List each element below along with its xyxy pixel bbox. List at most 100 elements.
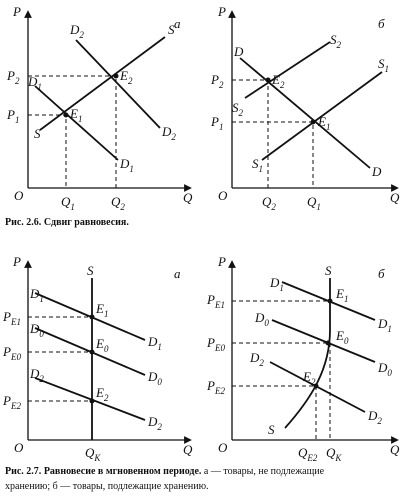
point (327, 298, 333, 304)
curve-label: P1 (210, 114, 223, 132)
label-main: Q (326, 445, 336, 460)
label-main: Q (85, 445, 95, 460)
label-main: S (378, 56, 385, 71)
guide-lines (232, 79, 314, 188)
label-main: S (232, 100, 239, 115)
label-sub: 1 (259, 164, 264, 174)
label-main: D (233, 44, 244, 59)
axis-label: P (12, 4, 21, 19)
label-main: S (252, 156, 259, 171)
label-main: D (147, 334, 158, 349)
curve-label: D1 (147, 334, 162, 352)
origin-label: O (218, 188, 228, 203)
curve-label: D2 (147, 414, 162, 432)
label-sub: 1 (387, 324, 392, 334)
label-main: S (34, 126, 41, 141)
label-sub: 2 (79, 30, 84, 40)
label-sub: 1 (129, 164, 134, 174)
demand-line (34, 85, 119, 161)
label-main: P (6, 107, 15, 122)
guide-lines (28, 316, 92, 402)
label-main: E (271, 72, 280, 87)
label-sub: 2 (377, 416, 382, 426)
curve-label: D1 (119, 156, 134, 174)
axis-label: P (217, 254, 226, 269)
origin-label: O (14, 440, 24, 455)
label-main: E (317, 114, 326, 129)
label-main: E (119, 68, 128, 83)
label-main: D (269, 275, 280, 290)
label-main: E (95, 301, 104, 316)
caption-number: Рис. 2.7. (5, 466, 42, 477)
axis-label: Q (183, 190, 193, 205)
curve-label: E2 (119, 68, 133, 86)
label-sub: 2 (311, 377, 316, 387)
label-main: E (95, 385, 104, 400)
curve-label: PE2 (206, 378, 225, 396)
label-sub: 0 (387, 368, 392, 378)
label-sub: 2 (280, 80, 285, 90)
point (310, 119, 316, 125)
point (63, 112, 69, 118)
curve-label: D2 (161, 124, 176, 142)
label-sub: K (93, 453, 101, 463)
label-sub: 1 (37, 82, 42, 92)
curve-label: D1 (269, 275, 284, 293)
curve-label: Q2 (111, 194, 125, 212)
panel-letter: а (174, 16, 181, 31)
curve-label: E2 (302, 369, 316, 387)
curve-label: E0 (95, 336, 109, 354)
curve-label: D0 (254, 310, 269, 328)
caption-title: Равновесие в мгновенном периоде. (44, 466, 202, 477)
label-main: E (95, 336, 104, 351)
label-main: D (119, 156, 130, 171)
label-sub: 1 (157, 342, 162, 352)
curve-label: D2 (249, 350, 264, 368)
label-sub: E1 (10, 317, 21, 327)
label-sub: 2 (120, 202, 125, 212)
curve-label: D0 (147, 369, 162, 387)
label-sub: 2 (219, 80, 224, 90)
label-sub: 1 (279, 283, 284, 293)
label-sub: E2 (10, 401, 21, 411)
caption-line: хранению; б — товары, подлежащие хранени… (5, 481, 209, 492)
caption: Рис. 2.7. Равновесие в мгновенном период… (5, 466, 325, 477)
label-main: E (69, 106, 78, 121)
label-main: P (6, 68, 15, 83)
supply-curve (284, 278, 331, 429)
label-sub: 2 (15, 76, 20, 86)
point (89, 314, 95, 320)
label-sub: 2 (259, 358, 264, 368)
axis-label: Q (390, 190, 400, 205)
curve-label: Q2 (262, 194, 276, 212)
curve-label: D0 (29, 321, 44, 339)
panel-shapes (24, 10, 192, 192)
label-main: D (147, 369, 158, 384)
label-main: S (268, 422, 275, 437)
point (89, 349, 95, 355)
axis-label: P (12, 254, 21, 269)
curve-label: S (34, 126, 41, 141)
label-main: S (325, 263, 332, 278)
origin-label: O (14, 188, 24, 203)
demand-line (75, 39, 161, 129)
curve-label: P2 (6, 68, 20, 86)
curve-label: D1 (29, 286, 44, 304)
point (325, 340, 331, 346)
label-main: D (371, 164, 382, 179)
label-sub: 0 (39, 329, 44, 339)
panel-letter: б (378, 16, 385, 31)
label-main: E (302, 369, 311, 384)
demand-line (271, 319, 376, 363)
curve-label: D1 (377, 316, 392, 334)
point (265, 77, 271, 83)
caption-number: Рис. 2.6. (5, 217, 42, 228)
guide-lines (232, 300, 331, 440)
label-sub: 1 (344, 294, 349, 304)
label-main: S (168, 22, 175, 37)
label-main: Q (298, 445, 308, 460)
label-sub: E2 (306, 453, 317, 463)
curve-label: D (371, 164, 382, 179)
label-main: D (377, 360, 388, 375)
curve-label: P1 (6, 107, 19, 125)
